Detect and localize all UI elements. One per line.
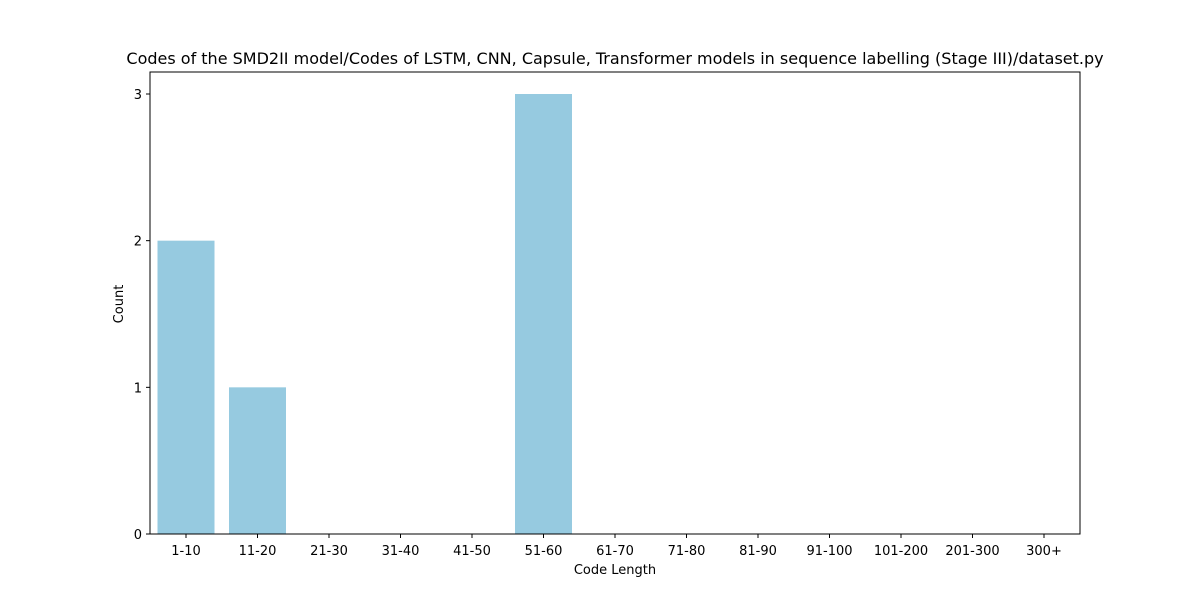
x-tick-label: 61-70 — [596, 544, 634, 559]
bars-layer — [157, 94, 572, 534]
y-tick-label: 0 — [134, 528, 142, 543]
chart-title: Codes of the SMD2II model/Codes of LSTM,… — [126, 49, 1103, 68]
x-tick-label: 11-20 — [239, 544, 277, 559]
x-axis-ticks: 1-10 11-20 21-30 31-40 41-50 51-60 61-70 71-80 8… — [171, 534, 1062, 559]
x-tick-label: 201-300 — [945, 544, 999, 559]
y-tick-label: 3 — [134, 88, 142, 103]
bar-11-20 — [229, 387, 286, 534]
x-tick-label: 300+ — [1026, 544, 1062, 559]
x-tick-label: 71-80 — [668, 544, 706, 559]
bar-51-60 — [515, 94, 572, 534]
y-axis-ticks: 0 1 2 3 — [134, 88, 150, 543]
bar-1-10 — [157, 240, 215, 534]
x-tick-label: 81-90 — [739, 544, 777, 559]
y-axis-label: Count — [112, 285, 127, 324]
x-tick-label: 101-200 — [874, 544, 928, 559]
x-tick-label: 31-40 — [382, 544, 420, 559]
x-tick-label: 41-50 — [453, 544, 491, 559]
x-axis-label: Code Length — [574, 563, 656, 578]
x-tick-label: 51-60 — [525, 544, 563, 559]
x-tick-label: 1-10 — [171, 544, 201, 559]
y-tick-label: 2 — [134, 235, 142, 250]
y-tick-label: 1 — [134, 381, 142, 396]
x-tick-label: 91-100 — [806, 544, 852, 559]
x-tick-label: 21-30 — [310, 544, 348, 559]
